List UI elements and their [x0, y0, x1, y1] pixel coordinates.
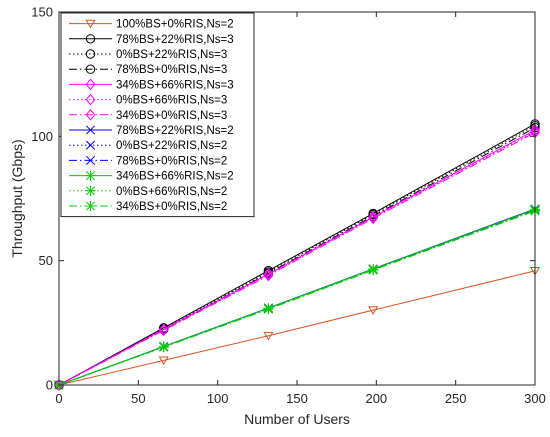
- legend-marker: [85, 64, 96, 74]
- legend-box: [60, 12, 255, 218]
- x-tick-label: 300: [524, 391, 546, 406]
- x-tick-label: 250: [445, 391, 467, 406]
- x-tick-label: 150: [286, 391, 308, 406]
- legend-marker: [85, 19, 96, 29]
- legend-marker: [85, 78, 96, 91]
- legend-entry: 100%BS+0%RIS,Ns=2: [69, 19, 234, 31]
- x-axis-title: Number of Users: [244, 411, 350, 427]
- legend-label: 78%BS+0%RIS,Ns=2: [116, 155, 227, 167]
- legend-entry: 78%BS+0%RIS,Ns=2: [69, 155, 227, 167]
- series-line: [58, 132, 536, 386]
- x-tick-label: 0: [55, 391, 62, 406]
- legend-marker: [85, 125, 96, 135]
- legend-marker: [85, 93, 96, 106]
- data-point: [158, 342, 169, 353]
- legend-label: 78%BS+0%RIS,Ns=3: [116, 64, 227, 76]
- legend-marker: [85, 108, 96, 121]
- y-tick-label: 50: [39, 253, 53, 268]
- series-line: [58, 130, 536, 386]
- legend-label: 0%BS+66%RIS,Ns=3: [116, 95, 227, 107]
- legend-entry: 0%BS+22%RIS,Ns=3: [69, 49, 227, 61]
- data-point: [158, 356, 169, 366]
- legend-label: 78%BS+22%RIS,Ns=2: [116, 125, 234, 137]
- axis-ticks: 0 50 100 150 200 250 300 0 50 100 150: [31, 5, 546, 407]
- legend-label: 34%BS+66%RIS,Ns=2: [116, 171, 234, 183]
- legend-marker: [85, 185, 96, 196]
- legend-label: 78%BS+22%RIS,Ns=3: [116, 34, 234, 46]
- series-line: [58, 209, 536, 386]
- legend-entry: 34%BS+0%RIS,Ns=2: [69, 200, 227, 213]
- y-axis-title: Throughput (Gbps): [9, 139, 25, 257]
- legend-entry: 0%BS+22%RIS,Ns=2: [69, 140, 227, 152]
- series-line: [58, 129, 536, 386]
- legend-label: 34%BS+0%RIS,Ns=2: [116, 201, 227, 213]
- data-point: [368, 212, 379, 225]
- legend-marker: [85, 140, 96, 150]
- legend-label: 34%BS+66%RIS,Ns=3: [116, 79, 234, 91]
- legend-entry: 34%BS+0%RIS,Ns=3: [69, 108, 227, 122]
- data-point: [368, 306, 379, 315]
- data-point: [263, 269, 274, 282]
- legend-entry: 78%BS+0%RIS,Ns=3: [69, 64, 227, 76]
- legend: 100%BS+0%RIS,Ns=2 78%BS+22%RIS,Ns=3 0%BS+2…: [60, 12, 255, 218]
- legend-entry: 34%BS+66%RIS,Ns=2: [69, 170, 234, 183]
- data-point: [263, 304, 274, 315]
- series-line: [58, 270, 536, 386]
- legend-label: 0%BS+22%RIS,Ns=3: [116, 49, 227, 61]
- legend-marker: [85, 155, 96, 165]
- legend-label: 0%BS+66%RIS,Ns=2: [116, 186, 227, 198]
- legend-label: 100%BS+0%RIS,Ns=2: [116, 19, 234, 31]
- data-point: [263, 331, 274, 341]
- legend-marker: [85, 170, 96, 181]
- y-tick-label: 150: [31, 5, 53, 20]
- data-point: [368, 265, 379, 276]
- x-tick-label: 100: [207, 391, 229, 406]
- data-point: [158, 324, 169, 337]
- legend-label: 0%BS+22%RIS,Ns=2: [116, 140, 227, 152]
- legend-label: 34%BS+0%RIS,Ns=3: [116, 110, 227, 122]
- legend-entry: 78%BS+22%RIS,Ns=3: [69, 34, 234, 46]
- legend-marker: [85, 49, 96, 59]
- y-tick-label: 0: [46, 378, 53, 393]
- x-tick-label: 200: [365, 391, 387, 406]
- legend-marker: [85, 200, 96, 212]
- legend-marker: [85, 34, 96, 44]
- x-tick-label: 50: [131, 391, 145, 406]
- legend-entry: 78%BS+22%RIS,Ns=2: [69, 125, 234, 137]
- legend-entry: 0%BS+66%RIS,Ns=3: [69, 93, 227, 107]
- legend-entry: 34%BS+66%RIS,Ns=3: [69, 78, 234, 91]
- legend-entry: 0%BS+66%RIS,Ns=2: [69, 185, 227, 198]
- y-tick-label: 100: [31, 129, 53, 144]
